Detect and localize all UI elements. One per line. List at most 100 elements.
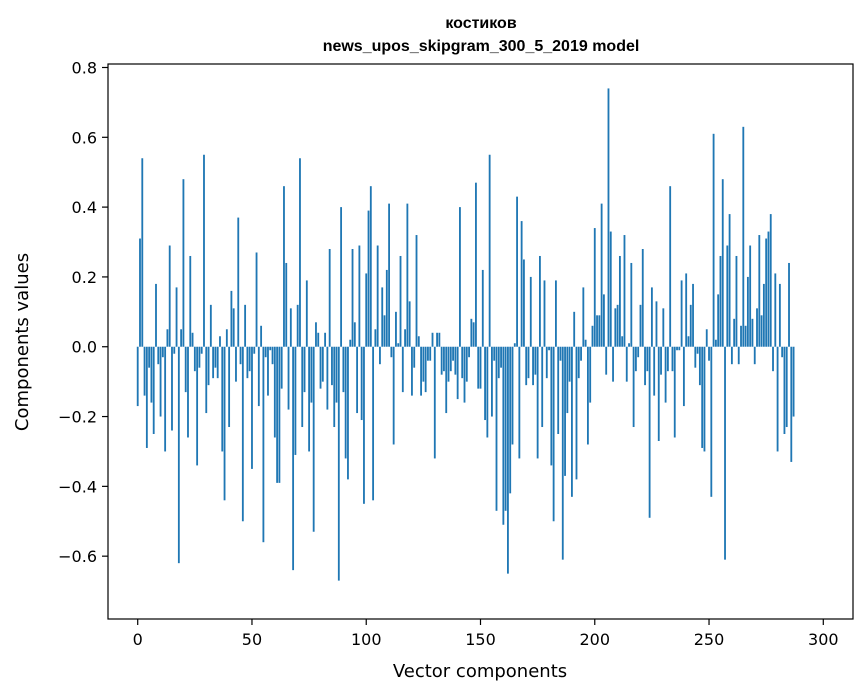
bar: [671, 346, 674, 372]
bar: [388, 203, 390, 347]
bar: [219, 336, 221, 347]
bar: [443, 346, 445, 372]
bar: [767, 231, 770, 347]
bar: [349, 339, 352, 347]
x-tick-label: 300: [808, 630, 839, 649]
bar: [634, 346, 637, 372]
bar: [527, 346, 530, 379]
bar: [529, 276, 532, 347]
bar: [586, 346, 589, 445]
bar: [223, 346, 226, 501]
bar: [141, 158, 144, 347]
chart-title-line-1: костиков: [445, 15, 517, 32]
bar: [331, 346, 333, 386]
x-tick-label: 100: [351, 630, 382, 649]
bar: [488, 154, 491, 347]
y-axis-label: Components values: [12, 253, 33, 431]
bar: [648, 346, 651, 518]
bar: [644, 346, 646, 386]
bar: [173, 346, 176, 354]
bar: [436, 332, 438, 347]
bar: [497, 346, 500, 379]
bar: [225, 329, 228, 347]
bar: [239, 346, 242, 365]
bar: [479, 346, 482, 389]
bar: [312, 346, 315, 532]
bar: [161, 346, 164, 358]
bar: [598, 315, 601, 347]
bar: [749, 245, 752, 347]
x-tick-label: 150: [465, 630, 496, 649]
bar: [596, 315, 598, 347]
x-axis-label: Vector components: [393, 661, 567, 682]
bar: [301, 346, 304, 428]
bar: [248, 346, 251, 372]
bar: [662, 308, 665, 347]
bar: [189, 255, 192, 347]
bar: [365, 273, 368, 347]
bar: [139, 238, 141, 347]
bar: [367, 210, 370, 347]
bar: [289, 308, 292, 347]
bar: [221, 346, 224, 452]
bar: [379, 346, 381, 365]
bar: [669, 186, 672, 347]
bar: [285, 262, 288, 347]
bar: [459, 207, 461, 347]
bar: [159, 346, 162, 417]
bar: [650, 287, 653, 347]
y-tick-label: −0.4: [58, 477, 97, 496]
bar: [785, 346, 788, 428]
bar: [155, 283, 157, 347]
bar: [621, 336, 624, 347]
bar: [746, 276, 749, 347]
bar: [660, 346, 662, 375]
bar: [463, 346, 466, 403]
bar: [333, 346, 336, 428]
bar: [150, 346, 153, 403]
bar: [612, 346, 614, 382]
bar: [689, 304, 692, 347]
y-tick-label: 0.2: [72, 268, 97, 287]
bar: [175, 287, 178, 347]
bar: [369, 186, 372, 347]
bar: [324, 332, 327, 347]
bar: [566, 346, 569, 414]
bar: [385, 269, 388, 347]
bar: [639, 304, 642, 347]
chart-title-line-2: news_upos_skipgram_300_5_2019 model: [323, 38, 640, 55]
bar: [390, 346, 393, 358]
bars-group: [136, 88, 795, 581]
bar: [646, 346, 649, 372]
bar: [413, 346, 416, 368]
bar: [714, 339, 717, 347]
bar: [235, 346, 237, 382]
bar: [730, 346, 733, 365]
bar: [477, 346, 480, 389]
bar: [769, 214, 772, 347]
bar: [317, 332, 320, 347]
bar: [273, 346, 276, 438]
bar: [523, 259, 525, 347]
y-tick-label: 0.4: [72, 198, 97, 217]
bar: [641, 249, 644, 347]
bar: [216, 346, 219, 379]
bar: [571, 346, 573, 497]
bar: [447, 346, 450, 382]
bar: [737, 346, 740, 365]
bar: [525, 346, 528, 386]
bar: [676, 346, 678, 351]
bar: [422, 346, 425, 382]
bar: [504, 346, 507, 511]
bar: [790, 346, 793, 462]
bar: [559, 346, 562, 361]
y-tick-label: −0.6: [58, 547, 97, 566]
bar: [193, 346, 196, 372]
bar: [788, 262, 790, 347]
bar: [420, 346, 422, 396]
bar: [778, 283, 781, 347]
y-tick-label: 0.0: [72, 338, 97, 357]
bar: [431, 332, 434, 347]
bar: [429, 346, 432, 361]
bar: [719, 255, 722, 347]
